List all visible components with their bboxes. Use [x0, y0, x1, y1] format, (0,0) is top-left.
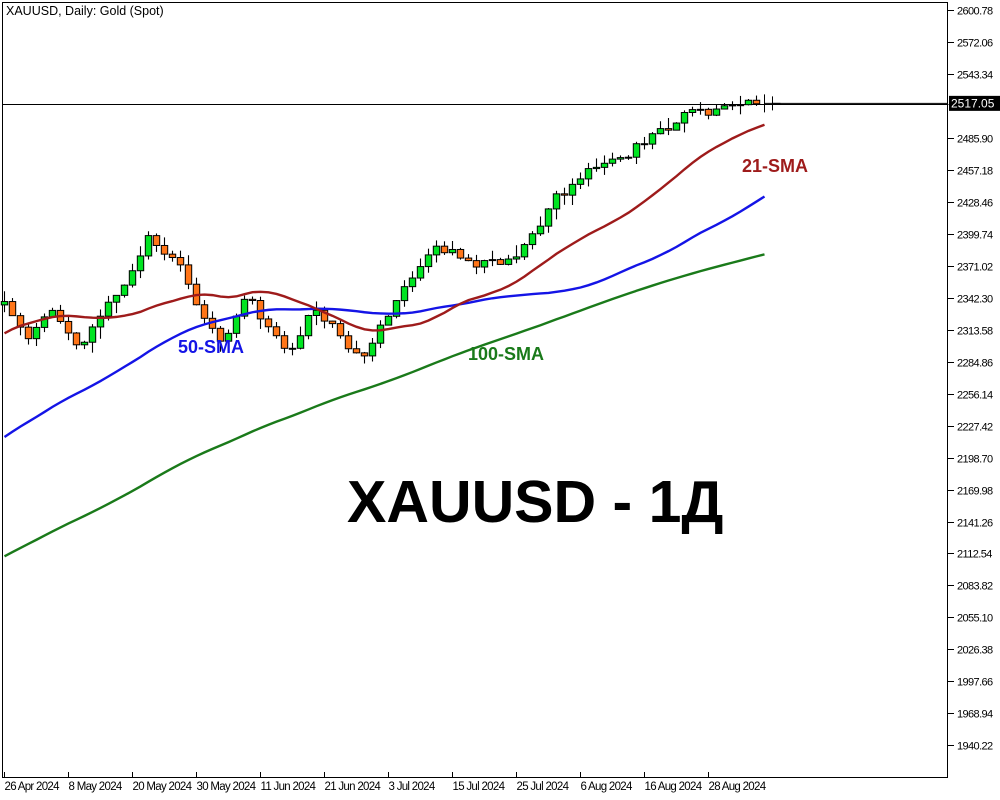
svg-text:2055.10: 2055.10 [957, 613, 993, 625]
svg-text:2227.42: 2227.42 [957, 422, 993, 434]
svg-text:2112.54: 2112.54 [957, 549, 992, 561]
svg-text:2284.86: 2284.86 [957, 358, 993, 370]
svg-text:26 Apr 2024: 26 Apr 2024 [5, 781, 61, 793]
svg-text:20 May 2024: 20 May 2024 [133, 781, 193, 793]
svg-text:11 Jun 2024: 11 Jun 2024 [261, 781, 317, 793]
svg-text:1968.94: 1968.94 [957, 709, 993, 721]
svg-text:100-SMA: 100-SMA [468, 344, 544, 364]
svg-text:2083.82: 2083.82 [957, 581, 993, 593]
svg-text:XAUUSD - 1Д: XAUUSD - 1Д [347, 469, 723, 535]
svg-text:25 Jul 2024: 25 Jul 2024 [517, 781, 570, 793]
svg-text:16 Aug 2024: 16 Aug 2024 [645, 781, 703, 793]
svg-text:1940.22: 1940.22 [957, 741, 993, 753]
svg-text:2141.26: 2141.26 [957, 518, 993, 530]
svg-text:6 Aug 2024: 6 Aug 2024 [581, 781, 634, 793]
svg-text:28 Aug 2024: 28 Aug 2024 [709, 781, 767, 793]
svg-text:2313.58: 2313.58 [957, 326, 993, 338]
svg-text:3 Jul 2024: 3 Jul 2024 [389, 781, 436, 793]
svg-text:2600.78: 2600.78 [957, 6, 993, 18]
svg-text:2457.18: 2457.18 [957, 166, 993, 178]
svg-text:21-SMA: 21-SMA [742, 156, 808, 176]
svg-text:2342.30: 2342.30 [957, 294, 993, 306]
svg-text:2256.14: 2256.14 [957, 390, 993, 402]
svg-text:1997.66: 1997.66 [957, 677, 993, 689]
svg-text:2198.70: 2198.70 [957, 454, 993, 466]
svg-text:2428.46: 2428.46 [957, 198, 993, 210]
svg-text:2026.38: 2026.38 [957, 645, 993, 657]
svg-text:2572.06: 2572.06 [957, 38, 993, 50]
svg-text:21 Jun 2024: 21 Jun 2024 [325, 781, 382, 793]
svg-text:2169.98: 2169.98 [957, 486, 993, 498]
svg-text:8 May 2024: 8 May 2024 [69, 781, 123, 793]
svg-text:2543.34: 2543.34 [957, 70, 993, 82]
svg-text:30 May 2024: 30 May 2024 [197, 781, 257, 793]
svg-text:2517.05: 2517.05 [951, 96, 995, 110]
svg-text:XAUUSD, Daily: Gold (Spot): XAUUSD, Daily: Gold (Spot) [6, 4, 164, 18]
svg-text:2371.02: 2371.02 [957, 262, 993, 274]
svg-text:50-SMA: 50-SMA [178, 337, 244, 357]
svg-text:15 Jul 2024: 15 Jul 2024 [453, 781, 506, 793]
svg-text:2485.90: 2485.90 [957, 134, 993, 146]
svg-text:2399.74: 2399.74 [957, 230, 993, 242]
